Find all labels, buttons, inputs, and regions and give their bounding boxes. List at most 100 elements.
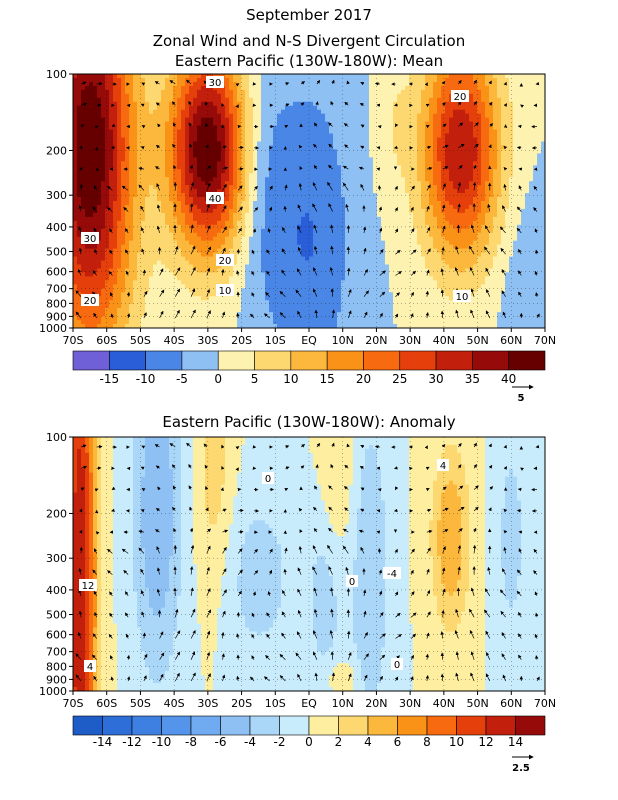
field-cell (109, 109, 114, 115)
field-cell (205, 93, 210, 99)
field-cell (173, 74, 178, 79)
field-cell (401, 236, 406, 242)
field-cell (377, 149, 382, 154)
field-cell (201, 97, 206, 103)
field-cell (225, 216, 230, 222)
field-cell (213, 109, 218, 115)
field-cell (353, 165, 358, 170)
field-cell (121, 236, 126, 242)
field-cell (145, 161, 150, 166)
field-cell (185, 101, 190, 107)
field-cell (437, 133, 442, 139)
field-cell (273, 113, 278, 119)
field-cell (97, 201, 102, 206)
field-cell (453, 236, 458, 242)
field-cell (413, 141, 418, 147)
field-cell (173, 220, 178, 226)
field-cell (541, 224, 545, 230)
field-cell (321, 74, 326, 79)
field-cell (309, 81, 314, 87)
field-cell (337, 169, 342, 174)
field-cell (109, 137, 114, 143)
field-cell (329, 113, 334, 119)
field-cell (193, 149, 198, 154)
field-cell (85, 129, 90, 135)
field-cell (117, 105, 122, 111)
field-cell (77, 117, 82, 123)
field-cell (321, 133, 326, 139)
field-cell (449, 105, 454, 111)
field-cell (109, 185, 114, 190)
field-cell (469, 81, 474, 87)
field-cell (509, 105, 514, 111)
field-cell (313, 145, 318, 151)
field-cell (389, 121, 394, 127)
field-cell (413, 197, 418, 202)
field-cell (297, 74, 302, 79)
field-cell (493, 208, 498, 214)
field-cell (377, 97, 382, 103)
field-cell (237, 153, 242, 158)
field-cell (257, 109, 262, 115)
field-cell (93, 208, 98, 214)
field-cell (513, 97, 518, 103)
field-cell (449, 216, 454, 222)
field-cell (161, 240, 166, 246)
field-cell (485, 105, 490, 111)
field-cell (253, 137, 258, 143)
field-cell (513, 236, 518, 242)
field-cell (533, 201, 538, 206)
field-cell (297, 189, 302, 194)
field-cell (225, 153, 230, 158)
field-cell (181, 141, 186, 147)
field-cell (385, 145, 390, 151)
field-cell (113, 189, 118, 194)
field-cell (117, 216, 122, 222)
field-cell (537, 133, 542, 139)
field-cell (357, 189, 362, 194)
field-cell (73, 197, 78, 202)
field-cell (457, 77, 462, 83)
field-cell (153, 137, 158, 143)
field-cell (529, 141, 534, 147)
field-cell (225, 89, 230, 95)
field-cell (477, 216, 482, 222)
field-cell (461, 109, 466, 115)
field-cell (413, 216, 418, 222)
field-cell (213, 236, 218, 242)
field-cell (353, 212, 358, 218)
field-cell (93, 97, 98, 103)
field-cell (277, 161, 282, 166)
field-cell (225, 197, 230, 202)
field-cell (373, 212, 378, 218)
field-cell (449, 81, 454, 87)
field-cell (101, 220, 106, 226)
field-cell (297, 125, 302, 131)
field-cell (161, 201, 166, 206)
field-cell (541, 133, 545, 139)
field-cell (325, 101, 330, 107)
field-cell (149, 165, 154, 170)
field-cell (297, 157, 302, 162)
field-cell (105, 113, 110, 119)
field-cell (385, 197, 390, 202)
field-cell (105, 129, 110, 135)
field-cell (261, 109, 266, 115)
field-cell (173, 236, 178, 242)
field-cell (297, 220, 302, 226)
field-cell (257, 113, 262, 119)
field-cell (501, 97, 506, 103)
field-cell (481, 228, 486, 234)
field-cell (141, 141, 146, 147)
field-cell (197, 216, 202, 222)
field-cell (101, 153, 106, 158)
field-cell (121, 177, 126, 182)
field-cell (461, 224, 466, 230)
field-cell (389, 181, 394, 186)
field-cell (121, 169, 126, 174)
field-cell (389, 137, 394, 143)
field-cell (149, 101, 154, 107)
field-cell (149, 185, 154, 190)
field-cell (253, 224, 258, 230)
field-cell (89, 153, 94, 158)
